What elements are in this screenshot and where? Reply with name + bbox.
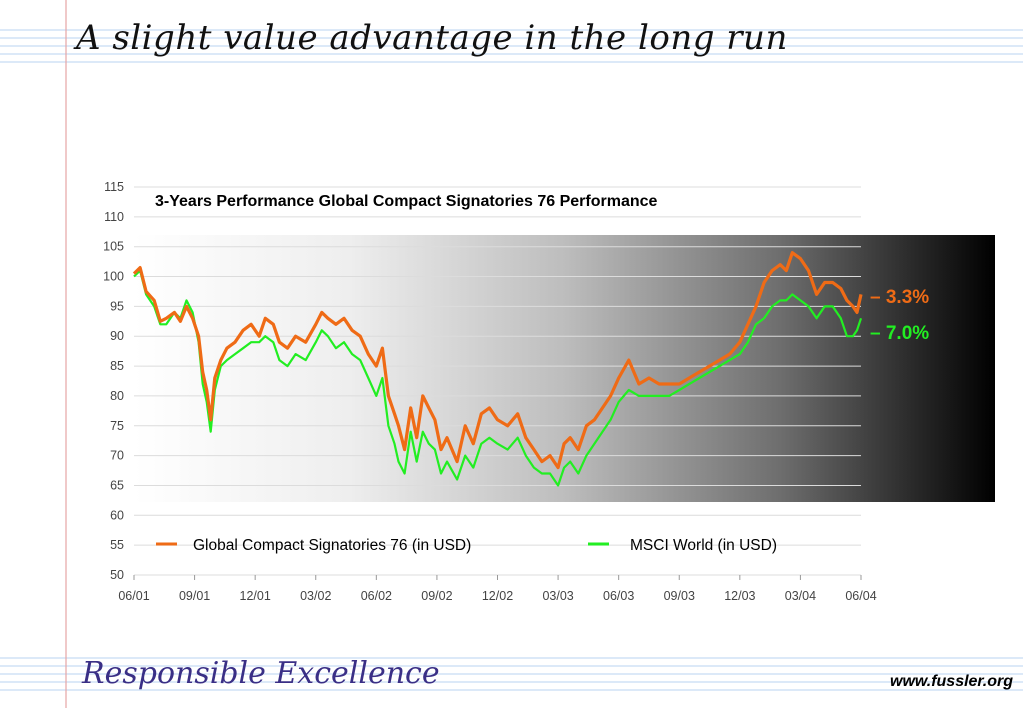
annotation-orange: – 3.3% [870,287,929,308]
y-tick-label: 90 [110,329,124,343]
series-line-global-compact [132,251,863,470]
y-tick-label: 110 [104,210,124,224]
slide-title: A slight value advantage in the long run [76,18,788,58]
x-tick-label: 09/02 [421,589,452,603]
y-tick-label: 105 [103,240,124,254]
y-tick-label: 80 [110,389,124,403]
x-tick-label: 03/02 [300,589,331,603]
y-tick-label: 70 [110,449,124,463]
x-tick-label: 12/03 [724,589,755,603]
x-tick-label: 06/02 [361,589,392,603]
annotation-green: – 7.0% [870,323,929,344]
legend: Global Compact Signatories 76 (in USD) M… [156,537,777,554]
x-tick-label: 12/01 [240,589,271,603]
y-tick-label: 75 [110,419,124,433]
footer-url[interactable]: www.fussler.org [890,673,1013,690]
y-tick-label: 65 [110,478,124,492]
legend-label-msci-world: MSCI World (in USD) [630,537,777,554]
x-tick-label: 03/03 [542,589,573,603]
chart-title: 3-Years Performance Global Compact Signa… [155,193,658,210]
x-tick-label: 06/01 [118,589,149,603]
y-tick-label: 50 [110,568,124,582]
x-tick-label: 06/04 [845,589,876,603]
y-tick-label: 100 [103,270,124,284]
x-tick-label: 03/04 [785,589,816,603]
x-tick-label: 09/03 [664,589,695,603]
footer-title: Responsible Excellence [82,656,440,691]
x-tick-label: 06/03 [603,589,634,603]
gradient-band [134,235,995,502]
y-tick-label: 55 [110,538,124,552]
y-tick-label: 85 [110,359,124,373]
y-tick-label: 60 [110,508,124,522]
x-tick-label: 12/02 [482,589,513,603]
y-tick-label: 95 [110,299,124,313]
series-line-msci-world [133,269,863,487]
legend-label-global-compact: Global Compact Signatories 76 (in USD) [193,537,471,554]
x-tick-label: 09/01 [179,589,210,603]
y-tick-label: 115 [104,180,124,194]
